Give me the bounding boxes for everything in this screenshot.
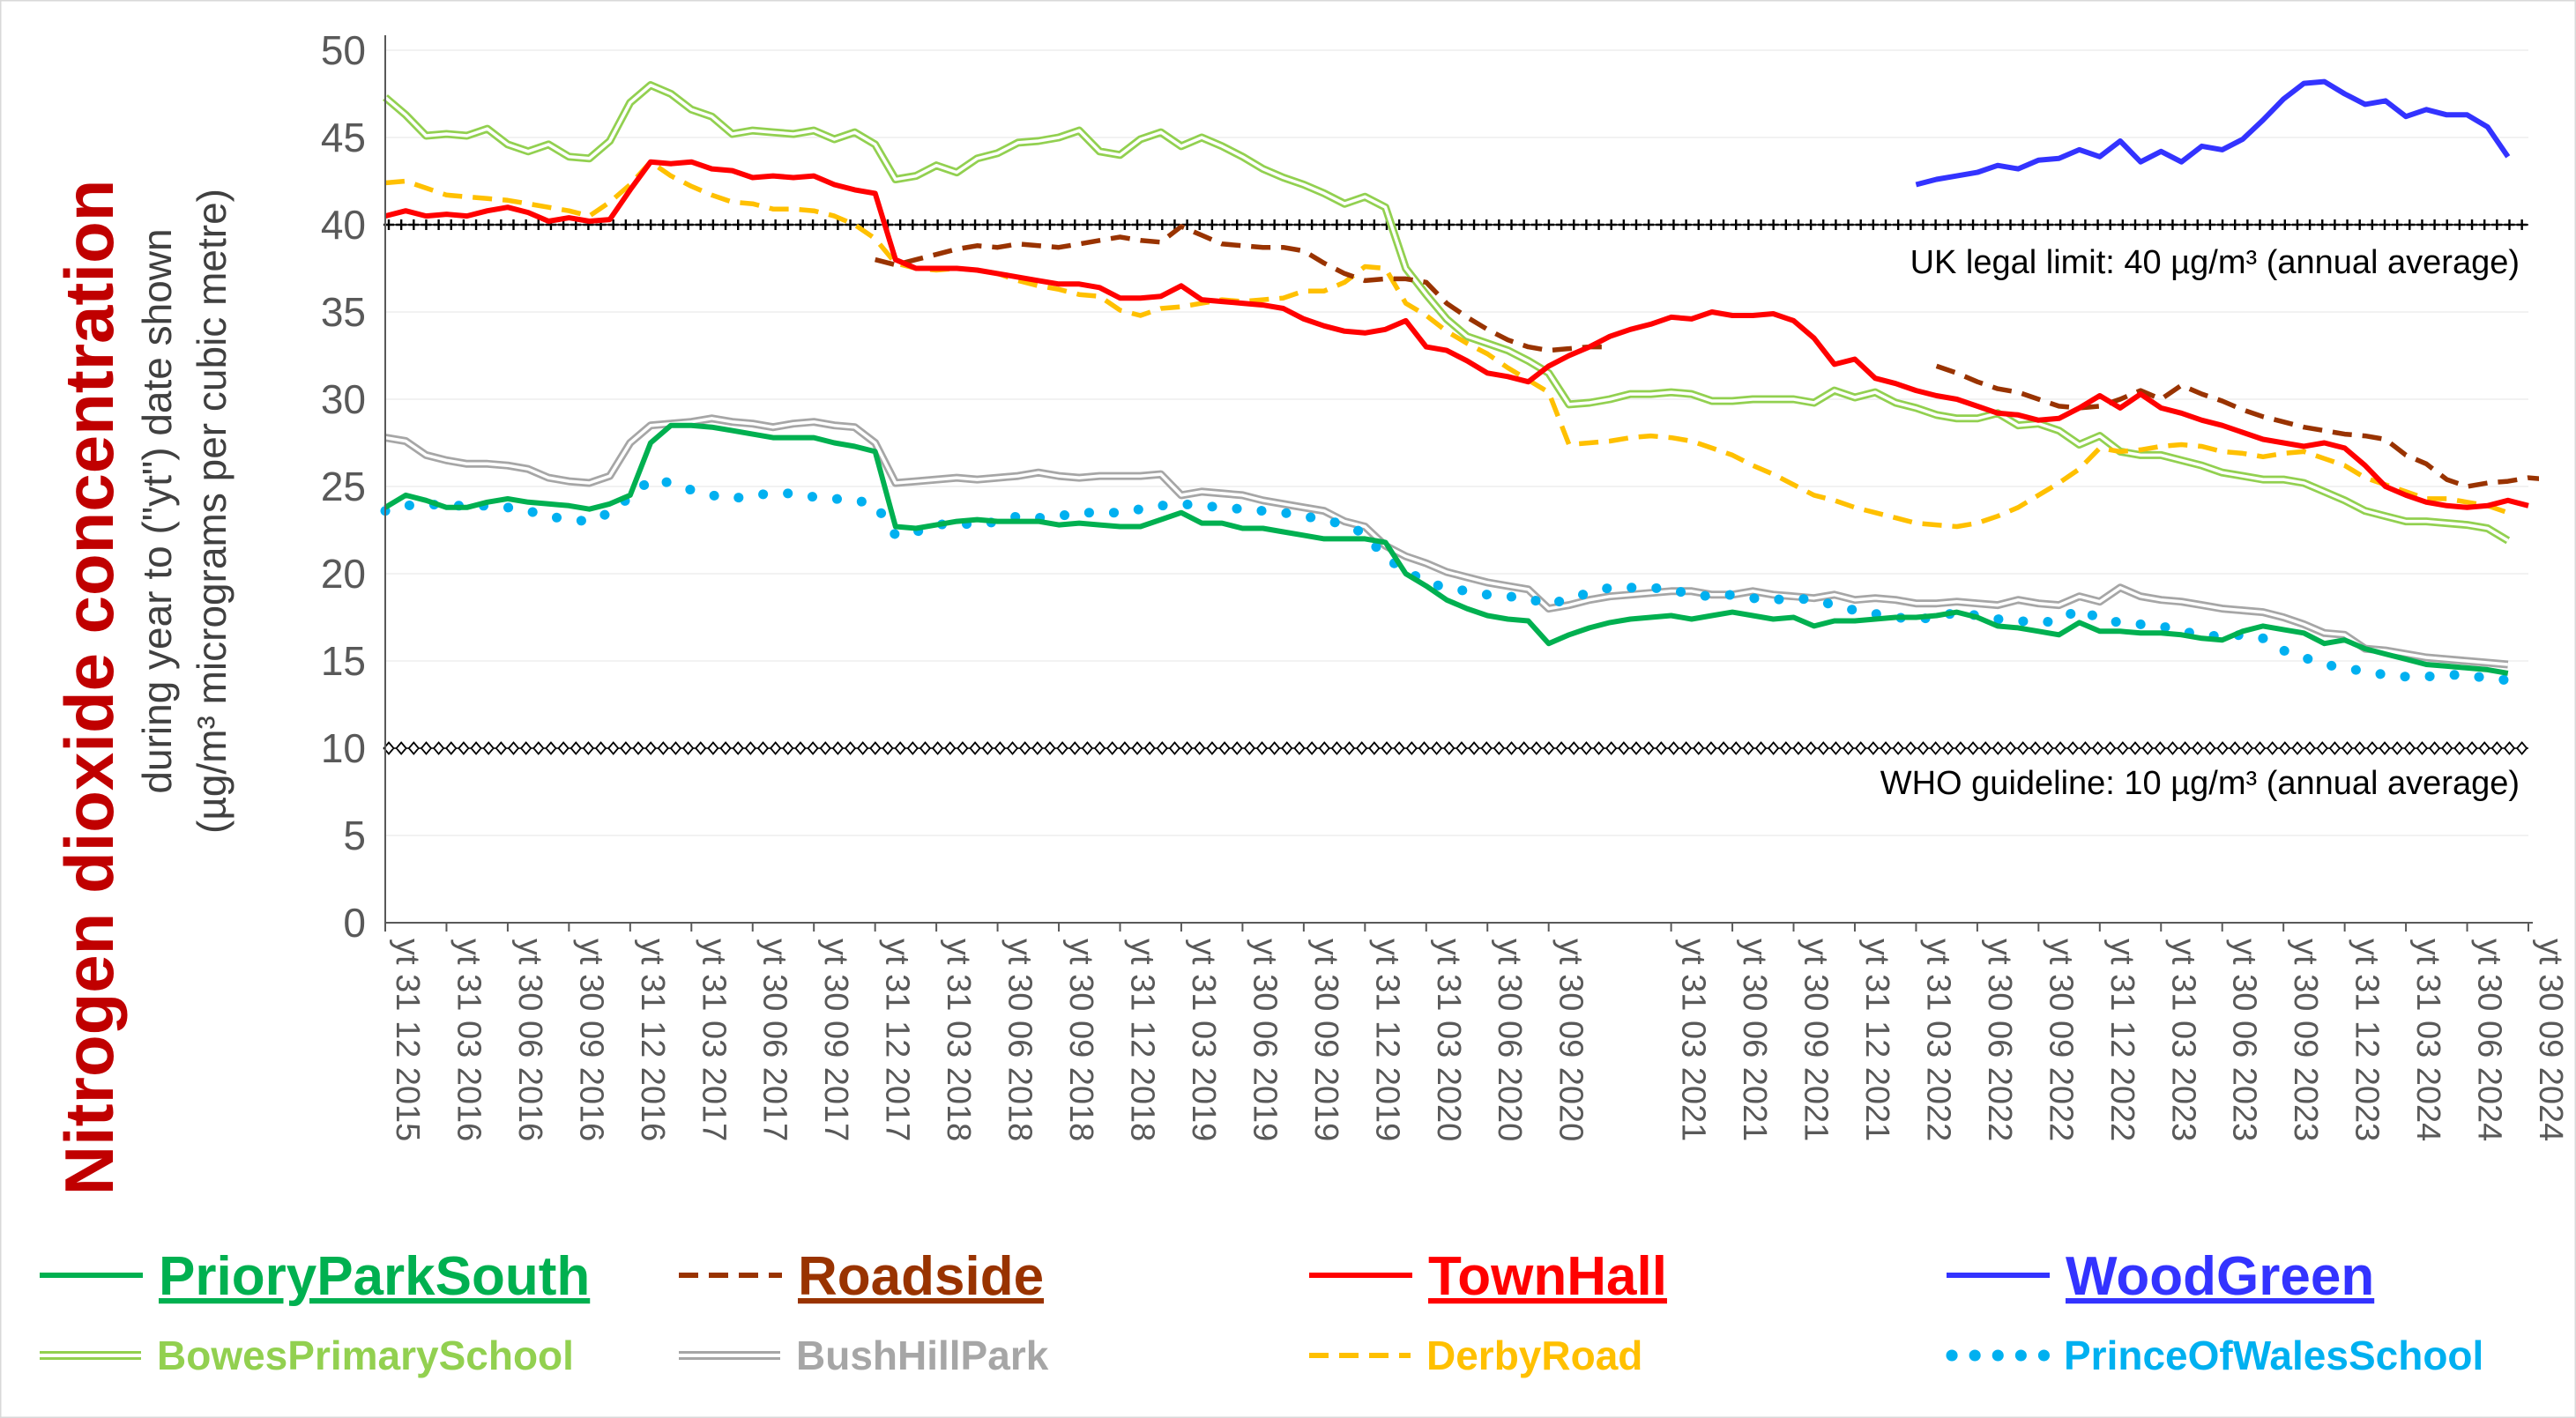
x-tick-label: yt 31 12 2016 [634, 939, 671, 1141]
reference-line-markers [383, 219, 2528, 230]
legend-item-derbyroad: DerbyRoad [1309, 1333, 1642, 1378]
x-tick-label: yt 31 12 2021 [1858, 939, 1895, 1141]
legend-label: PrioryParkSouth [159, 1246, 590, 1307]
legend-item-bowesprimaryschool: BowesPrimarySchool [40, 1333, 574, 1378]
y-tick-label: 20 [321, 551, 366, 597]
legend-label: DerbyRoad [1426, 1333, 1642, 1378]
x-tick-label: yt 31 03 2019 [1185, 939, 1222, 1141]
x-tick-label: yt 30 09 2016 [572, 939, 609, 1141]
axes [384, 35, 2533, 924]
chart-title: Nitrogen dioxide concentration [50, 180, 128, 1196]
series-princeofwalesschool [380, 474, 2513, 686]
y-axis-label-line2: (µg/m³ micrograms per cubic metre) [189, 189, 235, 834]
x-tick-label: yt 30 09 2017 [817, 939, 854, 1141]
y-tick-label: 40 [321, 202, 366, 248]
series-bowesprimaryschool [383, 81, 2511, 545]
x-tick-label: yt 31 03 2022 [1919, 939, 1956, 1141]
legend-label: TownHall [1428, 1246, 1667, 1307]
x-tick-label: yt 31 12 2018 [1123, 939, 1160, 1141]
legend-label: BushHillPark [796, 1333, 1049, 1378]
y-tick-label: 5 [343, 813, 366, 858]
x-tick-label: yt 30 06 2022 [1981, 939, 2018, 1141]
y-tick-label: 30 [321, 376, 366, 422]
x-tick-label: yt 30 06 2016 [511, 939, 548, 1141]
x-tick-label: yt 30 09 2021 [1798, 939, 1835, 1141]
series-roadside [875, 224, 2539, 489]
x-tick-label: yt 30 06 2017 [756, 939, 793, 1141]
x-tick-label: yt 30 06 2023 [2226, 939, 2263, 1141]
x-tick-label: yt 30 09 2024 [2532, 939, 2569, 1141]
legend-label: WoodGreen [2066, 1246, 2374, 1307]
x-tick-label: yt 31 12 2023 [2349, 939, 2386, 1141]
legend-item-prioryparksouth: PrioryParkSouth [40, 1246, 590, 1307]
x-tick-label: yt 31 12 2017 [879, 939, 916, 1141]
series-townhall [384, 159, 2529, 510]
y-tick-label: 50 [321, 27, 366, 73]
x-tick-label: yt 31 12 2015 [389, 939, 426, 1141]
series-bushhillpark [384, 414, 2509, 669]
y-tick-label: 10 [321, 725, 366, 771]
reference-line-label: UK legal limit: 40 µg/m³ (annual average… [1910, 244, 2520, 281]
series-layer [380, 78, 2539, 686]
x-tick-label: yt 31 03 2020 [1430, 939, 1467, 1141]
y-axis-label-line1: during year to ("yt") date shown [134, 228, 180, 793]
x-tick-label: yt 31 12 2019 [1368, 939, 1405, 1141]
x-tick-label: yt 30 06 2021 [1736, 939, 1773, 1141]
x-tick-label: yt 30 06 2020 [1491, 939, 1528, 1141]
series-line-prioryparksouth [383, 422, 2509, 676]
x-tick-label: yt 30 06 2018 [1001, 939, 1039, 1141]
series-line-inner-bushhillpark [384, 417, 2508, 666]
x-tick-label: yt 31 12 2022 [2103, 939, 2140, 1141]
x-tick-label: yt 30 06 2024 [2471, 939, 2508, 1141]
reference-lines: UK legal limit: 40 µg/m³ (annual average… [383, 219, 2528, 802]
series-line-roadside [875, 224, 2539, 489]
series-line-inner-bowesprimaryschool [383, 83, 2509, 542]
reference-line-10: WHO guideline: 10 µg/m³ (annual average) [383, 741, 2528, 802]
series-prioryparksouth [383, 422, 2509, 676]
y-axis-ticks: 0 5 10 15 20 25 30 35 40 45 50 [321, 27, 366, 946]
legend-item-princeofwalesschool: PrinceOfWalesSchool [1946, 1333, 2483, 1378]
y-tick-label: 0 [343, 900, 366, 946]
x-tick-label: yt 30 09 2019 [1307, 939, 1344, 1141]
x-axis-ticks: yt 31 12 2015 yt 31 03 2016 yt 30 06 2016 y… [384, 923, 2569, 1141]
x-tick-label: yt 31 03 2021 [1675, 939, 1712, 1141]
reference-line-markers [383, 741, 2528, 755]
legend-label: PrinceOfWalesSchool [2064, 1333, 2483, 1378]
series-woodgreen [1915, 78, 2511, 188]
y-tick-label: 25 [321, 464, 366, 509]
legend-label: BowesPrimarySchool [157, 1333, 574, 1378]
x-tick-label: yt 31 03 2023 [2164, 939, 2201, 1141]
reference-line-label: WHO guideline: 10 µg/m³ (annual average) [1880, 765, 2520, 802]
x-tick-label: yt 31 03 2017 [695, 939, 732, 1141]
series-line-derbyroad [384, 159, 2509, 530]
legend-item-townhall: TownHall [1309, 1246, 1667, 1307]
x-tick-label: yt 30 09 2018 [1062, 939, 1099, 1141]
reference-line-40: UK legal limit: 40 µg/m³ (annual average… [383, 219, 2528, 281]
x-tick-label: yt 31 03 2016 [450, 939, 487, 1141]
series-line-woodgreen [1915, 78, 2511, 188]
x-tick-label: yt 30 06 2019 [1246, 939, 1283, 1141]
y-tick-label: 45 [321, 115, 366, 160]
legend-item-bushhillpark: BushHillPark [679, 1333, 1049, 1378]
legend-item-woodgreen: WoodGreen [1947, 1246, 2374, 1307]
series-derbyroad [384, 159, 2509, 530]
x-tick-label: yt 30 09 2023 [2287, 939, 2324, 1141]
x-tick-label: yt 31 03 2024 [2409, 939, 2446, 1141]
x-tick-label: yt 30 09 2022 [2042, 939, 2079, 1141]
legend: PrioryParkSouth Roadside TownHall WoodGreen… [40, 1246, 2483, 1378]
legend-item-roadside: Roadside [679, 1246, 1044, 1307]
series-line-princeofwalesschool [380, 474, 2513, 686]
x-tick-label: yt 31 03 2018 [940, 939, 977, 1141]
series-line-townhall [384, 159, 2529, 510]
legend-label: Roadside [798, 1246, 1044, 1307]
x-tick-label: yt 30 09 2020 [1552, 939, 1590, 1141]
y-tick-label: 35 [321, 289, 366, 335]
y-tick-label: 15 [321, 638, 366, 684]
